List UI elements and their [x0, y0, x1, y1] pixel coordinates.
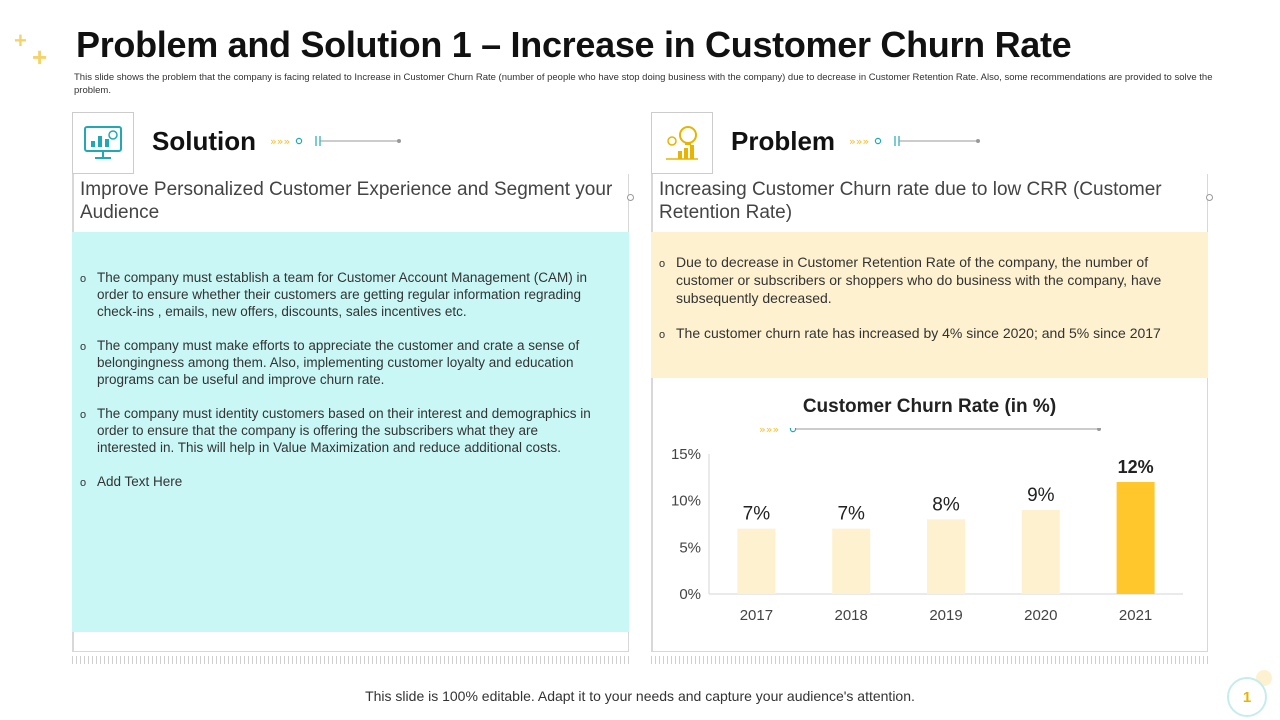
problem-panel: Problem »»» Increasing Customer Churn ra… [651, 112, 1213, 664]
data-label: 8% [932, 494, 960, 515]
hatch-divider [651, 656, 1208, 664]
list-item: The company must establish a team for Cu… [80, 269, 600, 320]
hatch-divider [72, 656, 629, 664]
idea-growth-icon [651, 112, 713, 174]
title-underline-decoration: »»» [759, 428, 1101, 436]
x-tick-label: 2021 [1119, 607, 1152, 624]
x-tick-label: 2019 [929, 607, 962, 624]
chart-title: Customer Churn Rate (in %) [802, 396, 1057, 417]
data-label: 7% [743, 504, 771, 525]
churn-rate-chart: »»» 0% 5% 10% 15% 7% 2017 7% 2018 8% 2019 9% 2020 12… [671, 428, 1183, 624]
bar [832, 528, 871, 594]
svg-text:»»»: »»» [849, 135, 869, 148]
problem-bullets: Due to decrease in Customer Retention Ra… [659, 253, 1199, 359]
solution-heading: Solution [152, 126, 256, 156]
sparkle-icon: + [32, 42, 48, 72]
page-subtitle: This slide shows the problem that the co… [74, 72, 1213, 96]
connector-knob [627, 194, 634, 201]
y-tick-label: 0% [679, 586, 701, 603]
x-tick-label: 2020 [1024, 607, 1057, 624]
page-number: 1 [1227, 677, 1267, 717]
bar [1116, 482, 1155, 594]
panel-frame [651, 174, 1208, 652]
problem-heading: Problem [731, 126, 836, 156]
bar [927, 519, 965, 594]
problem-lead: Increasing Customer Churn rate due to lo… [659, 179, 1162, 223]
data-label: 12% [1118, 457, 1154, 477]
x-tick-label: 2018 [835, 607, 868, 624]
y-tick-label: 10% [671, 493, 701, 510]
connector-knob [1206, 194, 1213, 201]
arrow-decoration-icon: »»» [849, 135, 980, 148]
svg-text:»»»: »»» [759, 428, 779, 436]
list-item: The company must make efforts to appreci… [80, 337, 600, 388]
data-label: 9% [1027, 485, 1055, 506]
arrow-decoration-icon: »»» [270, 135, 401, 148]
y-tick-label: 5% [679, 539, 701, 556]
sparkle-icon: + [14, 28, 27, 53]
page-title: Problem and Solution 1 – Increase in Cus… [76, 24, 1072, 65]
list-item: The company must identity customers base… [80, 405, 600, 456]
solution-bullets: The company must establish a team for Cu… [80, 269, 600, 507]
y-tick-label: 15% [671, 446, 701, 463]
solution-panel: Solution »»» Improve Personalized Custom… [72, 112, 634, 664]
bar [1021, 510, 1060, 594]
x-tick-label: 2017 [740, 607, 773, 624]
bar [737, 528, 776, 594]
list-item: Add Text Here [80, 473, 600, 492]
svg-text:»»»: »»» [270, 135, 290, 148]
data-label: 7% [837, 504, 865, 525]
list-item: The customer churn rate has increased by… [659, 324, 1199, 344]
footer-note: This slide is 100% editable. Adapt it to… [365, 688, 915, 704]
list-item: Due to decrease in Customer Retention Ra… [659, 253, 1199, 307]
solution-lead: Improve Personalized Customer Experience… [80, 179, 613, 223]
monitor-chart-icon [72, 112, 134, 174]
